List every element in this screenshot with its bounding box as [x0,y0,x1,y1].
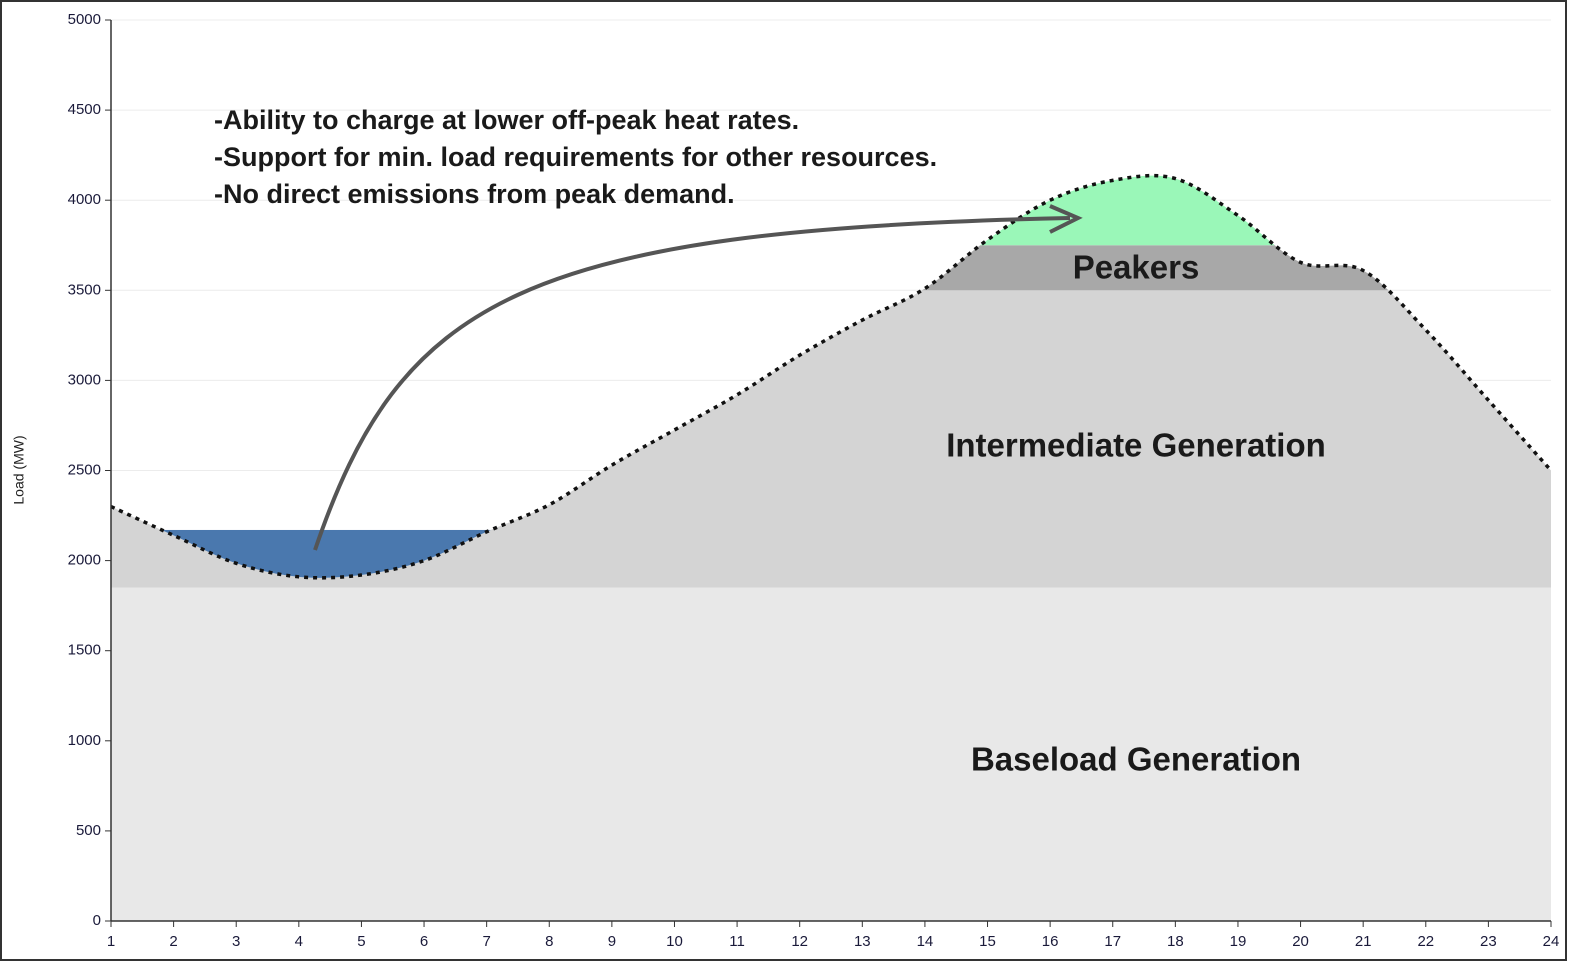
x-tick-label: 8 [545,933,553,950]
x-tick-label: 5 [357,933,365,950]
x-tick-label: 21 [1355,933,1372,950]
x-tick-label: 12 [791,933,808,950]
x-tick-label: 11 [729,933,745,950]
x-tick-label: 15 [979,933,996,950]
x-tick-label: 4 [295,933,303,950]
y-tick-label: 2500 [68,461,101,478]
x-tick-label: 22 [1417,933,1434,950]
x-tick-label: 2 [169,933,177,950]
x-tick-label: 14 [917,933,934,950]
y-tick-label: 3500 [68,281,101,298]
x-tick-label: 1 [107,933,115,950]
x-tick-label: 17 [1104,933,1121,950]
y-tick-label: 4500 [68,101,101,118]
x-tick-label: 9 [608,933,616,950]
x-tick-label: 23 [1480,933,1497,950]
x-tick-label: 13 [854,933,871,950]
x-tick-label: 18 [1167,933,1184,950]
load-line [110,173,1553,580]
x-tick-label: 3 [232,933,240,950]
band-area [111,587,1551,921]
band-label: Intermediate Generation [946,427,1326,464]
y-tick-label: 4000 [68,191,101,208]
arrowhead [1049,204,1083,234]
annotation: -Support for min. load requirements for … [214,142,937,172]
x-tick-label: 24 [1543,933,1560,950]
y-tick-label: 5000 [68,11,101,28]
y-tick-label: 1500 [68,642,101,659]
x-tick-label: 6 [420,933,428,950]
x-tick-label: 20 [1292,933,1309,950]
arrow [313,216,1071,551]
y-axis-label: Load (MW) [11,435,27,504]
y-tick-label: 500 [76,822,101,839]
y-tick-label: 2000 [68,552,101,569]
band-label: Baseload Generation [971,741,1301,778]
y-tick-label: 0 [93,912,101,929]
y-tick-label: 3000 [68,371,101,388]
x-tick-label: 19 [1230,933,1247,950]
x-tick-label: 7 [482,933,490,950]
x-tick-label: 16 [1042,933,1059,950]
band-label: Peakers [1073,249,1200,286]
annotation: -No direct emissions from peak demand. [214,179,735,209]
x-tick-label: 10 [666,933,683,950]
y-tick-label: 1000 [68,732,101,749]
annotation: -Ability to charge at lower off-peak hea… [214,105,799,135]
